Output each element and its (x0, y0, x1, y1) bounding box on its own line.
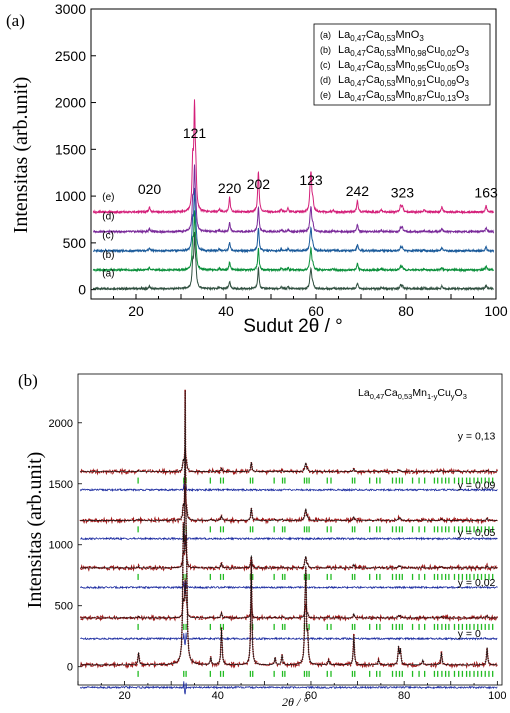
panel-b-group-label: y = 0 (458, 628, 481, 640)
panel-b-calculated-curve (80, 487, 498, 521)
panel-a-ytick-label: 0 (78, 282, 86, 298)
panel-a-ytick-label: 2500 (55, 48, 86, 64)
panel-b-difference-curve (79, 681, 498, 695)
panel-b-xtick-label: 20 (118, 690, 130, 702)
panel-a-legend-key: (b) (320, 45, 331, 55)
panel-b-ytick-label: 1000 (49, 540, 73, 552)
panel-b-traces (79, 389, 499, 695)
panel-b-difference-curve (80, 632, 498, 646)
panel-a: (a) 0 500 1000 1500 2000 2500 3000 20 40 60 80 100… (6, 1, 508, 337)
panel-b-group-labels: y = 0,13 y = 0,09 y = 0,05 y = 0,02 y = 0 (458, 431, 496, 640)
panel-b-ytick-label: 500 (55, 601, 73, 613)
panel-b-ylabel: Intensitas (arb.unit) (24, 452, 46, 609)
panel-b-group-label: y = 0,13 (458, 431, 496, 443)
panel-b-axis-ticks (77, 422, 498, 685)
panel-b-group-label: y = 0,09 (458, 479, 496, 491)
panel-b-observed-curve (79, 535, 498, 573)
panel-b-difference-curve (80, 531, 498, 547)
panel-b-calculated-curve (80, 390, 498, 666)
panel-a-peak-label: 202 (247, 176, 271, 192)
panel-b-calculated-curve (80, 534, 498, 569)
panel-a-legend-key: (a) (320, 30, 331, 40)
panel-a-peak-label: 323 (391, 185, 415, 201)
panel-a-axis-ticks (90, 8, 497, 299)
panel-b-ytick-label: 1500 (49, 479, 73, 491)
panel-a-legend-formula: La0,47Ca0,53Mn0,95Cu0,05O3 (338, 59, 470, 73)
panel-a-xtick-label: 60 (308, 303, 324, 319)
panel-a-xtick-label: 40 (218, 303, 234, 319)
panel-b-xlabel: 2θ / ° (282, 695, 308, 709)
panel-a-ytick-label: 1000 (55, 188, 86, 204)
panel-a-series-keys: (a) (b) (c) (d) (e) (102, 192, 114, 280)
panel-a-legend-box (313, 23, 491, 106)
panel-a-legend-key: (d) (320, 75, 331, 85)
panel-b-xtick-label: 80 (398, 690, 410, 702)
panel-b-group-label: y = 0,05 (458, 527, 496, 539)
panel-b-x-tick-labels: 20 40 60 80 100 (118, 690, 506, 702)
panel-a-series-line (92, 210, 494, 273)
panel-a-label: (a) (6, 11, 25, 30)
panel-a-xlabel: Sudut 2θ / ° (243, 316, 343, 337)
panel-b-ytick-label: 0 (67, 662, 73, 674)
panel-b-difference-curve (79, 483, 498, 497)
panel-a-legend-formula: La0,47Ca0,53Mn0,91Cu0,09O3 (338, 74, 470, 88)
panel-a-legend-key: (c) (320, 60, 331, 70)
panel-a-series-key: (a) (102, 269, 114, 280)
panel-a-series-key: (b) (102, 250, 114, 261)
panel-a-series (92, 99, 495, 292)
panel-a-ytick-label: 2000 (55, 95, 86, 111)
panel-b-observed-curve (79, 487, 499, 525)
panel-a-y-tick-labels: 0 500 1000 1500 2000 2500 3000 (55, 1, 86, 298)
panel-a-xtick-label: 80 (398, 303, 414, 319)
panel-a-peak-label: 242 (346, 183, 370, 199)
panel-a-xtick-label: 100 (484, 303, 508, 319)
panel-a-x-tick-labels: 20 40 60 80 100 (128, 303, 508, 319)
panel-b-xtick-label: 100 (488, 690, 506, 702)
panel-b-difference-curve (80, 581, 498, 595)
panel-b-ytick-label: 2000 (49, 418, 73, 430)
panel-a-series-line (93, 187, 495, 254)
panel-b-calculated-curve (80, 579, 498, 619)
panel-a-peak-label: 123 (299, 172, 323, 188)
panel-a-series-key: (c) (102, 231, 114, 242)
panel-a-peak-label: 163 (474, 185, 498, 201)
panel-a-series-line (92, 164, 495, 235)
panel-a-legend: (a) La0,47Ca0,53MnO3 (b) La0,47Ca0,53Mn0,98… (313, 23, 491, 106)
panel-a-peak-label: 121 (183, 125, 207, 141)
panel-b-plot-area (77, 373, 503, 686)
panel-a-ylabel: Intensitas (arb.unit) (10, 77, 32, 234)
panel-b: (b) 0 500 1000 1500 2000 20 40 60 80 100 y = 0,1… (18, 371, 507, 709)
panel-a-peak-label: 020 (138, 181, 162, 197)
panel-b-y-tick-labels: 0 500 1000 1500 2000 (49, 418, 73, 674)
panel-b-group-label: y = 0,02 (458, 577, 496, 589)
panel-a-legend-items: (a) La0,47Ca0,53MnO3 (b) La0,47Ca0,53Mn0,98… (320, 29, 470, 103)
panel-a-ytick-label: 3000 (55, 1, 86, 17)
panel-b-label: (b) (18, 371, 38, 390)
panel-a-series-key: (e) (102, 192, 114, 203)
panel-b-xtick-label: 60 (305, 690, 317, 702)
panel-a-peak-labels: 020 121 220 202 123 242 323 163 (138, 125, 498, 200)
panel-a-series-line (92, 231, 495, 292)
panel-b-observed-curve (79, 578, 499, 623)
panel-b-calculated-curve (80, 446, 498, 472)
panel-a-legend-formula: La0,47Ca0,53MnO3 (338, 29, 424, 43)
panel-a-ytick-label: 500 (63, 235, 87, 251)
panel-a-series-line (92, 99, 495, 215)
panel-a-series-key: (d) (102, 211, 114, 222)
panel-a-legend-formula: La0,47Ca0,53Mn0,98Cu0,02O3 (338, 44, 470, 58)
panel-a-peak-label: 220 (218, 180, 242, 196)
panel-a-xtick-label: 20 (128, 303, 144, 319)
panel-a-legend-formula: La0,47Ca0,53Mn0,87Cu0,13O3 (338, 89, 470, 103)
panel-a-ytick-label: 1500 (55, 141, 86, 157)
panel-b-composition-annotation: La0,47Ca0,53Mn1-yCuyO3 (358, 387, 467, 401)
panel-b-xtick-label: 40 (212, 690, 224, 702)
panel-b-observed-curve (79, 447, 499, 476)
panel-a-legend-key: (e) (320, 90, 331, 100)
